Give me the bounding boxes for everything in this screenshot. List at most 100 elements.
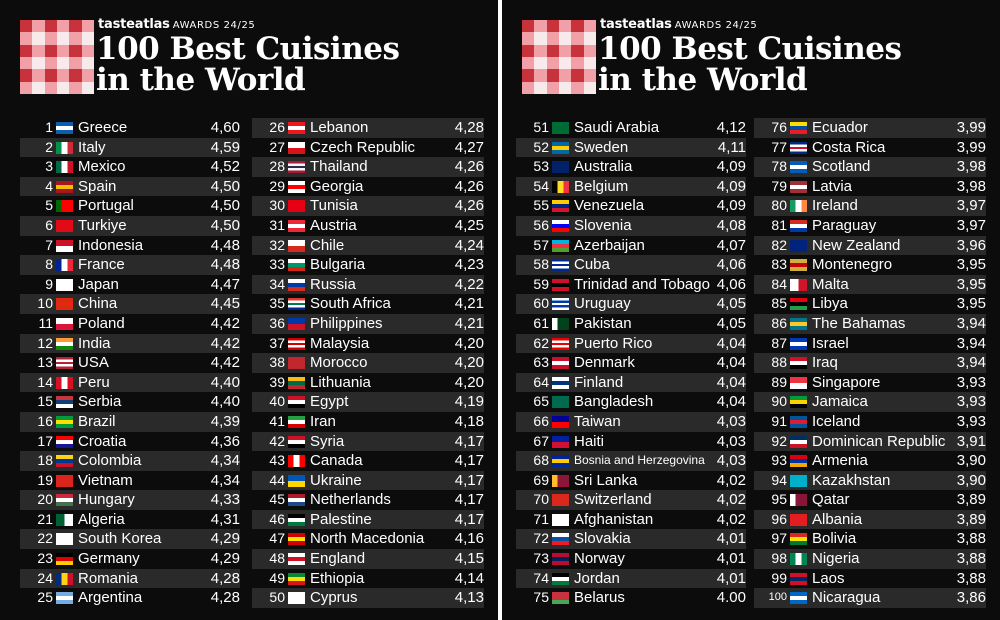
score-value: 4,01 xyxy=(716,569,746,587)
flag-icon xyxy=(552,278,569,291)
ranking-row: 31 Austria 4,25 xyxy=(252,216,484,236)
rank-number: 1 xyxy=(45,119,53,135)
score-value: 4,17 xyxy=(454,510,484,528)
rank-number: 67 xyxy=(533,432,549,449)
flag-icon xyxy=(56,494,73,507)
score-value: 3,93 xyxy=(956,373,986,391)
country-name: Iraq xyxy=(812,354,838,372)
flag-icon xyxy=(56,239,73,252)
rank-number: 13 xyxy=(37,354,53,371)
flag-icon xyxy=(56,317,73,330)
flag-icon xyxy=(790,161,807,174)
score-value: 4,09 xyxy=(716,197,746,215)
score-value: 4,04 xyxy=(716,334,746,352)
score-value: 3,90 xyxy=(956,452,986,470)
country-name: Armenia xyxy=(812,452,868,470)
ranking-row: 57 Azerbaijan 4,07 xyxy=(516,236,746,256)
score-value: 3,91 xyxy=(956,432,986,450)
score-value: 4,04 xyxy=(716,373,746,391)
country-name: Ethiopia xyxy=(310,569,365,587)
country-name: Syria xyxy=(310,432,345,450)
ranking-row: 19 Vietnam 4,34 xyxy=(20,471,240,491)
country-name: Kazakhstan xyxy=(812,471,891,489)
ranking-row: 21 Algeria 4,31 xyxy=(20,510,240,530)
rank-number: 57 xyxy=(533,236,549,253)
country-name: Pakistan xyxy=(574,314,632,332)
ranking-row: 62 Puerto Rico 4,04 xyxy=(516,333,746,354)
flag-icon xyxy=(790,278,807,291)
rank-number: 51 xyxy=(533,119,549,135)
right-panel: tasteatlas AWARDS 24/25 100 Best Cuisines… xyxy=(502,0,1000,620)
ranking-row: 11 Poland 4,42 xyxy=(20,314,240,334)
score-value: 4,47 xyxy=(210,275,240,293)
rank-number: 22 xyxy=(37,530,53,547)
title-line-2: in the World xyxy=(96,62,306,98)
flag-icon xyxy=(790,180,807,193)
rank-number: 44 xyxy=(269,471,285,488)
country-name: Montenegro xyxy=(812,256,893,274)
country-name: Serbia xyxy=(78,393,122,411)
score-value: 4,08 xyxy=(716,216,746,234)
ranking-row: 10 China 4,45 xyxy=(20,294,240,314)
rank-number: 65 xyxy=(533,393,549,410)
ranking-row: 4 Spain 4,50 xyxy=(20,176,240,197)
tasteatlas-logo xyxy=(20,20,94,94)
flag-icon xyxy=(288,396,305,409)
score-value: 3,99 xyxy=(956,138,986,156)
flag-icon xyxy=(552,219,569,232)
country-name: Slovakia xyxy=(574,530,631,548)
ranking-row: 99 Laos 3,88 xyxy=(754,569,986,589)
rank-number: 80 xyxy=(771,197,787,214)
rank-number: 66 xyxy=(533,412,549,429)
flag-icon xyxy=(288,553,305,566)
ranking-row: 93 Armenia 3,90 xyxy=(754,451,986,471)
rank-number: 11 xyxy=(38,314,53,331)
ranking-row: 7 Indonesia 4,48 xyxy=(20,236,240,256)
flag-icon xyxy=(288,357,305,370)
ranking-row: 55 Venezuela 4,09 xyxy=(516,196,746,216)
rank-number: 34 xyxy=(269,275,285,292)
rank-number: 90 xyxy=(771,393,787,410)
rank-number: 47 xyxy=(269,530,285,547)
ranking-row: 15 Serbia 4,40 xyxy=(20,392,240,412)
rank-number: 53 xyxy=(533,158,549,175)
ranking-row: 96 Albania 3,89 xyxy=(754,509,986,530)
score-value: 3,86 xyxy=(956,589,986,607)
ranking-row: 22 South Korea 4,29 xyxy=(20,529,240,550)
flag-icon xyxy=(56,141,73,154)
rank-number: 82 xyxy=(771,236,787,253)
flag-icon xyxy=(288,415,305,428)
score-value: 4,23 xyxy=(454,256,484,274)
score-value: 3,95 xyxy=(956,295,986,313)
country-name: Nicaragua xyxy=(812,589,881,607)
rank-number: 3 xyxy=(45,158,53,175)
rank-number: 87 xyxy=(771,334,787,351)
country-name: North Macedonia xyxy=(310,530,425,548)
flag-icon xyxy=(790,337,807,350)
score-value: 4,04 xyxy=(716,354,746,372)
page-title: 100 Best Cuisines in the World xyxy=(598,34,902,96)
score-value: 4,45 xyxy=(210,295,240,313)
ranking-row: 36 Philippines 4,21 xyxy=(252,313,484,334)
ranking-row: 76 Ecuador 3,99 xyxy=(754,118,986,138)
ranking-row: 35 South Africa 4,21 xyxy=(252,294,484,314)
country-name: Uruguay xyxy=(574,295,631,313)
rank-number: 70 xyxy=(533,491,549,508)
rank-number: 24 xyxy=(37,569,53,586)
flag-icon xyxy=(288,122,305,134)
flag-icon xyxy=(552,572,569,585)
flag-icon xyxy=(56,572,73,585)
country-name: Poland xyxy=(78,314,125,332)
country-name: Albania xyxy=(812,510,863,528)
score-value: 4,42 xyxy=(210,354,240,372)
flag-icon xyxy=(552,259,569,272)
country-name: Afghanistan xyxy=(574,510,654,528)
country-name: Jordan xyxy=(574,569,620,587)
ranking-row: 26 Lebanon 4,28 xyxy=(252,118,484,138)
score-value: 4,34 xyxy=(210,471,240,489)
country-name: Russia xyxy=(310,275,356,293)
country-name: Romania xyxy=(78,569,139,587)
ranking-column-1: 1 Greece 4,60 2 Italy 4,59 3 Mexico 4,52 4 Spain 4,… xyxy=(20,118,240,608)
ranking-row: 1 Greece 4,60 xyxy=(20,118,240,138)
ranking-row: 82 New Zealand 3,96 xyxy=(754,235,986,256)
